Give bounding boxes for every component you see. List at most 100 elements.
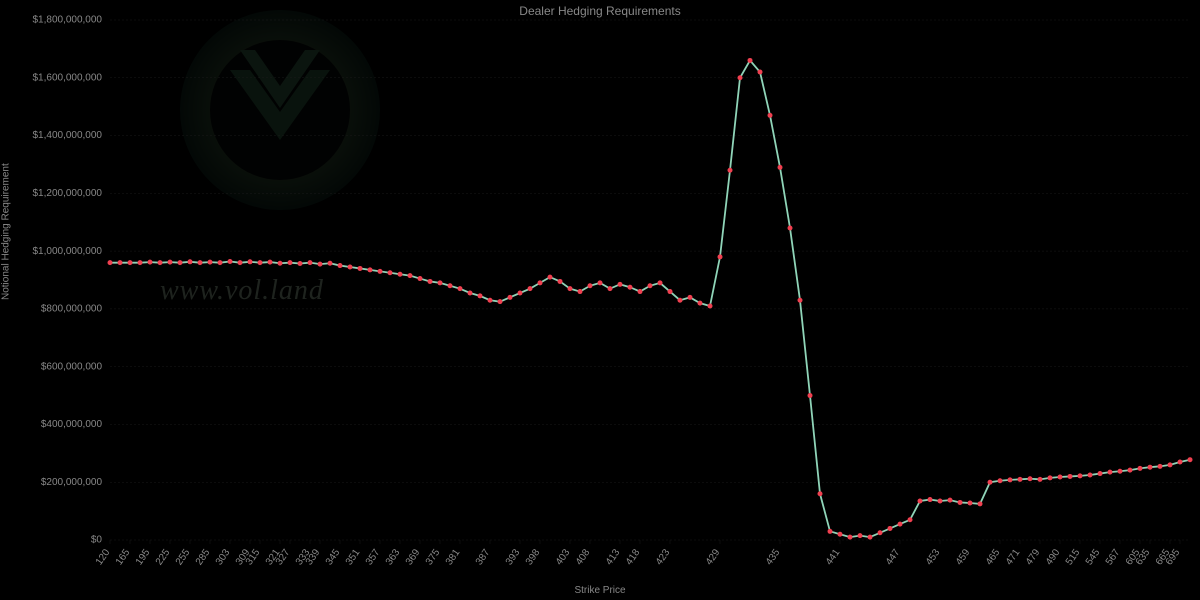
data-point <box>478 293 483 298</box>
data-point <box>1138 466 1143 471</box>
data-point <box>268 260 273 265</box>
data-point <box>278 261 283 266</box>
data-point <box>738 75 743 80</box>
data-point <box>628 285 633 290</box>
x-tick-label: 303 <box>214 547 233 567</box>
data-point <box>808 393 813 398</box>
data-point <box>218 260 223 265</box>
data-point <box>128 260 133 265</box>
data-point <box>598 280 603 285</box>
data-point <box>888 526 893 531</box>
data-point <box>1058 475 1063 480</box>
data-point <box>148 260 153 265</box>
data-point <box>398 272 403 277</box>
data-point <box>1148 465 1153 470</box>
data-point <box>728 168 733 173</box>
data-point <box>238 260 243 265</box>
x-tick-label: 403 <box>554 547 573 567</box>
y-tick-label: $1,600,000,000 <box>32 72 102 83</box>
y-tick-label: $400,000,000 <box>41 419 103 430</box>
x-axis-title: Strike Price <box>0 585 1200 596</box>
data-point <box>368 267 373 272</box>
data-point <box>408 273 413 278</box>
x-tick-label: 398 <box>524 547 543 567</box>
data-point <box>198 260 203 265</box>
data-point <box>618 282 623 287</box>
y-tick-label: $600,000,000 <box>41 361 103 372</box>
data-point <box>1098 471 1103 476</box>
chart-title: Dealer Hedging Requirements <box>0 4 1200 18</box>
data-point <box>468 291 473 296</box>
data-point <box>418 276 423 281</box>
x-tick-label: 345 <box>324 547 343 567</box>
x-tick-label: 285 <box>194 547 213 567</box>
data-point <box>828 529 833 534</box>
data-point <box>578 289 583 294</box>
x-tick-label: 567 <box>1104 547 1123 567</box>
x-tick-label: 195 <box>134 547 153 567</box>
data-point <box>538 280 543 285</box>
data-point <box>1178 460 1183 465</box>
data-point <box>138 260 143 265</box>
x-tick-label: 255 <box>174 547 193 567</box>
data-point <box>528 286 533 291</box>
data-point <box>548 275 553 280</box>
data-line <box>110 60 1190 537</box>
data-point <box>378 269 383 274</box>
x-tick-label: 225 <box>154 547 173 567</box>
x-tick-label: 441 <box>824 547 843 567</box>
data-point <box>688 295 693 300</box>
y-tick-label: $1,400,000,000 <box>32 130 102 141</box>
data-point <box>318 262 323 267</box>
x-tick-label: 465 <box>984 547 1003 567</box>
data-point <box>658 280 663 285</box>
data-point <box>868 535 873 540</box>
y-tick-label: $0 <box>91 535 103 546</box>
x-tick-label: 413 <box>604 547 623 567</box>
data-point <box>718 254 723 259</box>
data-point <box>118 260 123 265</box>
data-point <box>1088 473 1093 478</box>
x-tick-label: 381 <box>444 547 463 567</box>
data-point <box>798 298 803 303</box>
data-point <box>1158 464 1163 469</box>
data-point <box>1108 470 1113 475</box>
x-tick-label: 429 <box>704 547 723 567</box>
data-point <box>878 530 883 535</box>
x-tick-label: 447 <box>884 547 903 567</box>
data-point <box>848 535 853 540</box>
data-point <box>1008 477 1013 482</box>
x-tick-label: 351 <box>344 547 363 567</box>
data-point <box>788 226 793 231</box>
y-tick-label: $1,000,000,000 <box>32 246 102 257</box>
data-point <box>1038 477 1043 482</box>
data-point <box>998 478 1003 483</box>
data-point <box>448 283 453 288</box>
data-point <box>568 286 573 291</box>
data-point <box>1048 475 1053 480</box>
data-point <box>778 165 783 170</box>
data-point <box>458 286 463 291</box>
x-tick-label: 453 <box>924 547 943 567</box>
data-point <box>698 301 703 306</box>
data-point <box>1118 469 1123 474</box>
x-tick-label: 459 <box>954 547 973 567</box>
x-tick-label: 363 <box>384 547 403 567</box>
data-point <box>1068 474 1073 479</box>
x-tick-label: 120 <box>94 547 113 567</box>
data-point <box>668 289 673 294</box>
data-point <box>428 279 433 284</box>
x-tick-label: 165 <box>114 547 133 567</box>
data-point <box>388 270 393 275</box>
y-axis-title: Notional Hedging Requirement <box>1 163 12 300</box>
data-point <box>1028 476 1033 481</box>
data-point <box>1128 468 1133 473</box>
x-tick-label: 418 <box>624 547 643 567</box>
x-tick-label: 393 <box>504 547 523 567</box>
data-point <box>108 260 113 265</box>
data-point <box>1018 477 1023 482</box>
data-point <box>938 499 943 504</box>
data-point <box>228 259 233 264</box>
data-point <box>928 497 933 502</box>
data-point <box>958 500 963 505</box>
